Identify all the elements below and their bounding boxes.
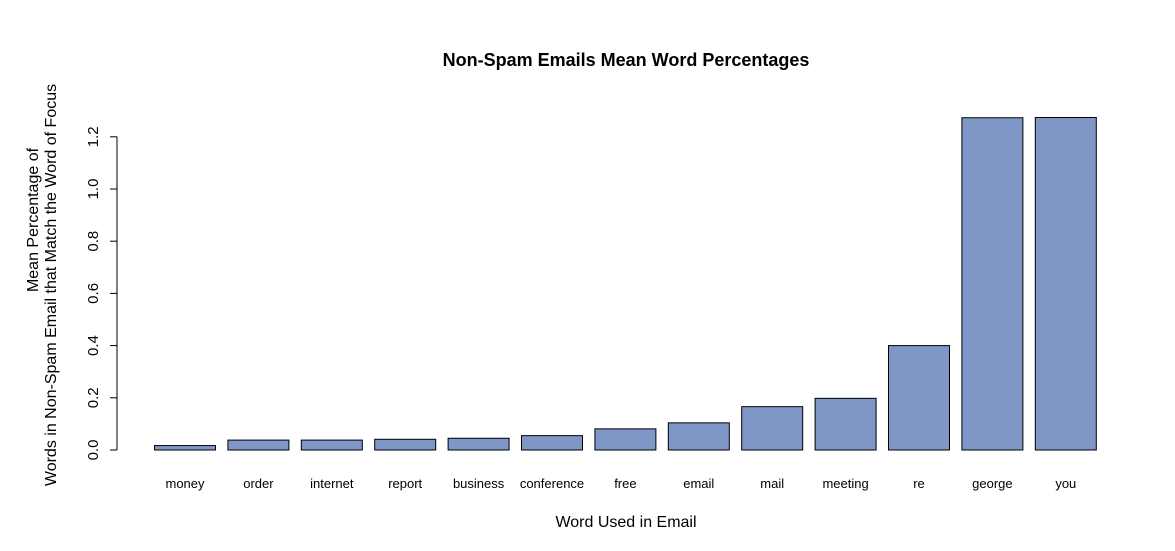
category-label-mail: mail (760, 476, 784, 491)
category-label-you: you (1055, 476, 1076, 491)
y-tick-label: 0.8 (85, 231, 102, 252)
bar-business (447, 437, 510, 451)
category-label-order: order (243, 476, 274, 491)
category-label-business: business (453, 476, 505, 491)
y-axis: 0.0 0.2 0.4 0.6 0.8 1.0 1.2 (85, 126, 118, 461)
bar-conference (521, 435, 583, 451)
bar-re (888, 345, 950, 451)
chart-title: Non-Spam Emails Mean Word Percentages (443, 50, 810, 70)
x-axis-label: Word Used in Email (555, 514, 696, 531)
bar-report (374, 438, 437, 451)
y-axis-label-line-2: Words in Non-Spam Email that Match the W… (43, 84, 60, 486)
bar-free (594, 428, 657, 451)
y-tick-label: 1.2 (85, 126, 102, 147)
category-label-conference: conference (520, 476, 584, 491)
y-tick-label: 0.2 (85, 387, 102, 408)
bar-you (1034, 116, 1097, 451)
category-label-meeting: meeting (822, 476, 868, 491)
bar-george (961, 117, 1024, 451)
y-tick-label: 0.0 (85, 440, 102, 461)
category-label-internet: internet (310, 476, 354, 491)
category-label-re: re (913, 476, 925, 491)
category-label-free: free (614, 476, 636, 491)
category-label-george: george (972, 476, 1012, 491)
y-axis-label-line-1: Mean Percentage of (25, 147, 42, 292)
y-tick-label: 0.6 (85, 283, 102, 304)
bars (154, 116, 1097, 451)
category-label-email: email (683, 476, 714, 491)
bar-meeting (814, 397, 877, 451)
y-tick-label: 1.0 (85, 179, 102, 200)
bar-money (154, 445, 216, 451)
category-label-money: money (165, 476, 205, 491)
bar-mail (741, 406, 804, 451)
category-labels: money order internet report business conferen… (165, 476, 1076, 491)
bar-email (667, 422, 730, 451)
bar-internet (300, 439, 363, 451)
bar-order (227, 439, 290, 451)
category-label-report: report (388, 476, 422, 491)
y-tick-label: 0.4 (85, 335, 102, 356)
